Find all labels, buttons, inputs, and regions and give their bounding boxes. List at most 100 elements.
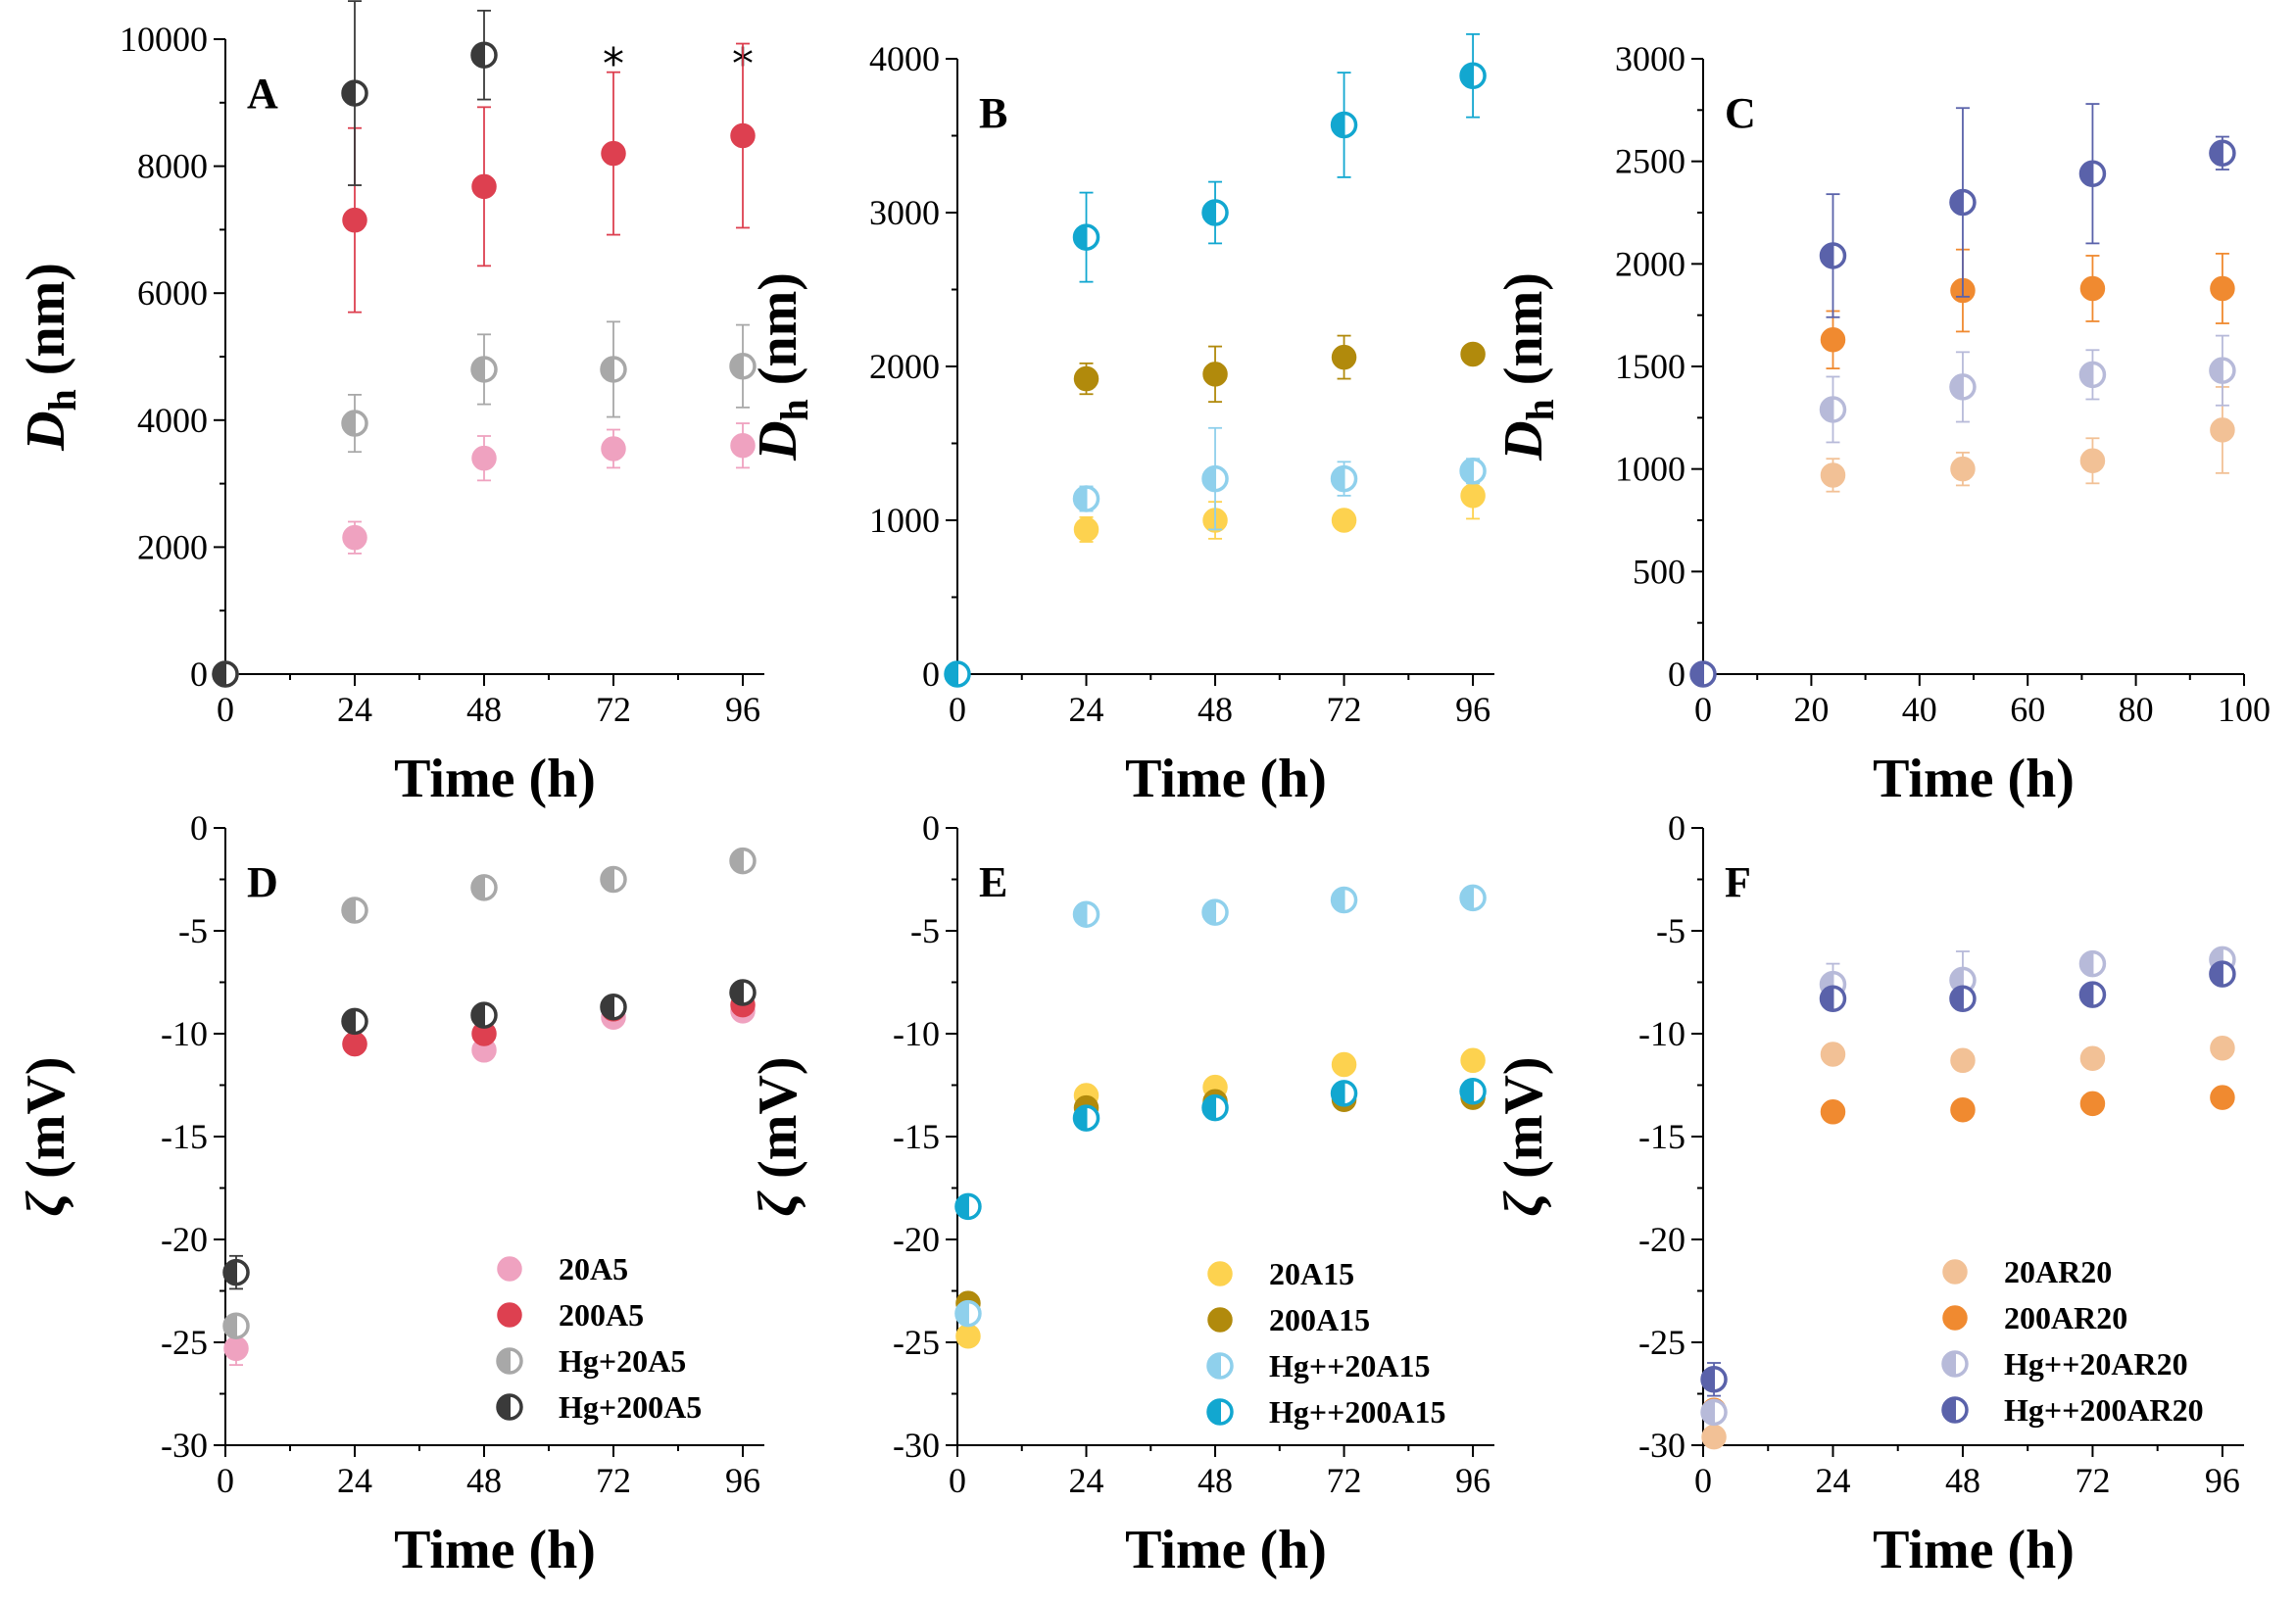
data-point <box>342 524 367 551</box>
y-tick-label: 0 <box>1668 808 1685 848</box>
data-point-half <box>472 357 484 381</box>
x-axis-title: Time (h) <box>1873 1520 2075 1580</box>
data-point-half <box>1332 466 1344 491</box>
y-tick-label: 2000 <box>1615 244 1685 283</box>
x-tick-label: 0 <box>217 690 234 729</box>
data-point-half <box>731 354 743 378</box>
data-point <box>1201 1093 1229 1122</box>
y-axis-symbol: ζ <box>748 1190 808 1217</box>
y-axis-title: ζ (mV) <box>16 1056 76 1216</box>
y-axis-symbol: ζ <box>16 1190 76 1217</box>
data-point-dot <box>223 1335 249 1362</box>
legend-label: 20A5 <box>559 1251 628 1286</box>
data-point-half <box>2080 162 2093 186</box>
data-point-half <box>1203 900 1216 925</box>
legend-marker <box>496 1393 523 1421</box>
legend-marker-dot <box>497 1256 522 1282</box>
x-tick-label: 48 <box>466 690 502 729</box>
x-tick-label: 24 <box>1815 1461 1850 1500</box>
y-axis-unit: (nm) <box>16 263 76 389</box>
x-tick-label: 96 <box>1455 690 1490 729</box>
data-point-half <box>1821 987 1833 1011</box>
data-point <box>730 122 756 149</box>
x-tick-label: 0 <box>217 1461 234 1500</box>
data-point <box>944 660 971 688</box>
legend-marker-half <box>1208 1400 1220 1424</box>
y-axis-symbol: D <box>1493 420 1554 461</box>
data-point-dot <box>342 207 367 233</box>
series-20a5 <box>223 998 756 1366</box>
data-point <box>1819 242 1847 269</box>
legend-label: Hg+20A5 <box>559 1343 686 1379</box>
series-hgpp20ar20 <box>1819 334 2236 444</box>
data-point-half <box>343 81 355 106</box>
y-tick-label: 0 <box>922 655 940 694</box>
series-hgpp200ar20 <box>1689 103 2236 688</box>
x-tick-label: 72 <box>596 1461 631 1500</box>
data-point-half <box>1950 987 1963 1011</box>
y-tick-label: 500 <box>1633 552 1685 591</box>
data-point-half <box>731 981 743 1004</box>
series-hgp200a5 <box>222 979 757 1290</box>
data-point <box>2078 949 2107 978</box>
y-axis-title: ζ (mV) <box>1493 1056 1554 1216</box>
data-point <box>2210 1035 2235 1061</box>
y-tick-label: 1000 <box>1615 450 1685 489</box>
y-tick-label: -25 <box>893 1323 940 1362</box>
legend: 20A15 200A15 Hg++20A15 Hg++200A15 <box>1206 1256 1445 1430</box>
y-tick-label: -5 <box>910 911 940 950</box>
x-tick-label: 48 <box>1945 1461 1980 1500</box>
legend-label: 20AR20 <box>2004 1254 2112 1289</box>
panel-label-e: E <box>979 858 1007 906</box>
y-tick-label: -30 <box>1638 1426 1685 1465</box>
legend-label: Hg++20AR20 <box>2004 1346 2188 1382</box>
data-point-dot <box>955 1323 981 1349</box>
data-point-half <box>1074 1106 1087 1131</box>
data-point-half <box>1203 201 1216 224</box>
x-tick-label: 0 <box>1694 690 1712 729</box>
x-tick-label: 60 <box>2010 690 2045 729</box>
x-tick-label: 24 <box>337 1461 372 1500</box>
data-point <box>1950 1096 1976 1123</box>
y-axis-title: Dh (nm) <box>16 263 84 452</box>
y-tick-label: -20 <box>1638 1220 1685 1259</box>
data-point <box>600 356 627 383</box>
panel-label-f: F <box>1725 858 1751 906</box>
data-point-dot <box>1950 1096 1976 1123</box>
legend-label: 200AR20 <box>2004 1300 2127 1335</box>
data-point <box>1700 1366 1728 1393</box>
panel-label-a: A <box>247 70 278 118</box>
data-point <box>2210 275 2235 302</box>
data-point <box>601 436 626 461</box>
data-point <box>1950 1047 1976 1074</box>
panel-label-c: C <box>1725 89 1756 137</box>
data-point-dot <box>342 524 367 551</box>
legend-marker-dot <box>1942 1259 1968 1285</box>
data-point <box>1700 1398 1728 1427</box>
data-point-dot <box>2210 275 2235 302</box>
legend-label: Hg+200A5 <box>559 1389 702 1425</box>
x-tick-label: 80 <box>2119 690 2154 729</box>
legend-marker-dot <box>1207 1307 1233 1333</box>
data-point <box>1820 1099 1846 1125</box>
data-point-half <box>1074 902 1087 927</box>
legend-marker <box>1942 1259 1968 1285</box>
data-point-dot <box>1820 462 1846 488</box>
y-axis-subscript: h <box>772 399 816 420</box>
series-200a15 <box>1073 334 1486 404</box>
legend-marker <box>496 1347 523 1375</box>
data-point-dot <box>2210 1035 2235 1061</box>
data-point <box>222 1312 250 1339</box>
y-axis-title: Dh (nm) <box>1493 272 1562 461</box>
data-point-dot <box>471 173 497 200</box>
data-point-half <box>1074 225 1087 250</box>
data-point-half <box>1461 886 1474 910</box>
data-point <box>1949 188 1977 217</box>
y-tick-label: 2000 <box>869 347 940 386</box>
data-point-dot <box>1073 516 1099 543</box>
data-point-half <box>2080 363 2093 387</box>
legend-marker-dot <box>497 1302 522 1328</box>
y-tick-label: -15 <box>1638 1117 1685 1156</box>
data-point <box>471 173 497 200</box>
y-tick-label: 2000 <box>137 527 208 566</box>
